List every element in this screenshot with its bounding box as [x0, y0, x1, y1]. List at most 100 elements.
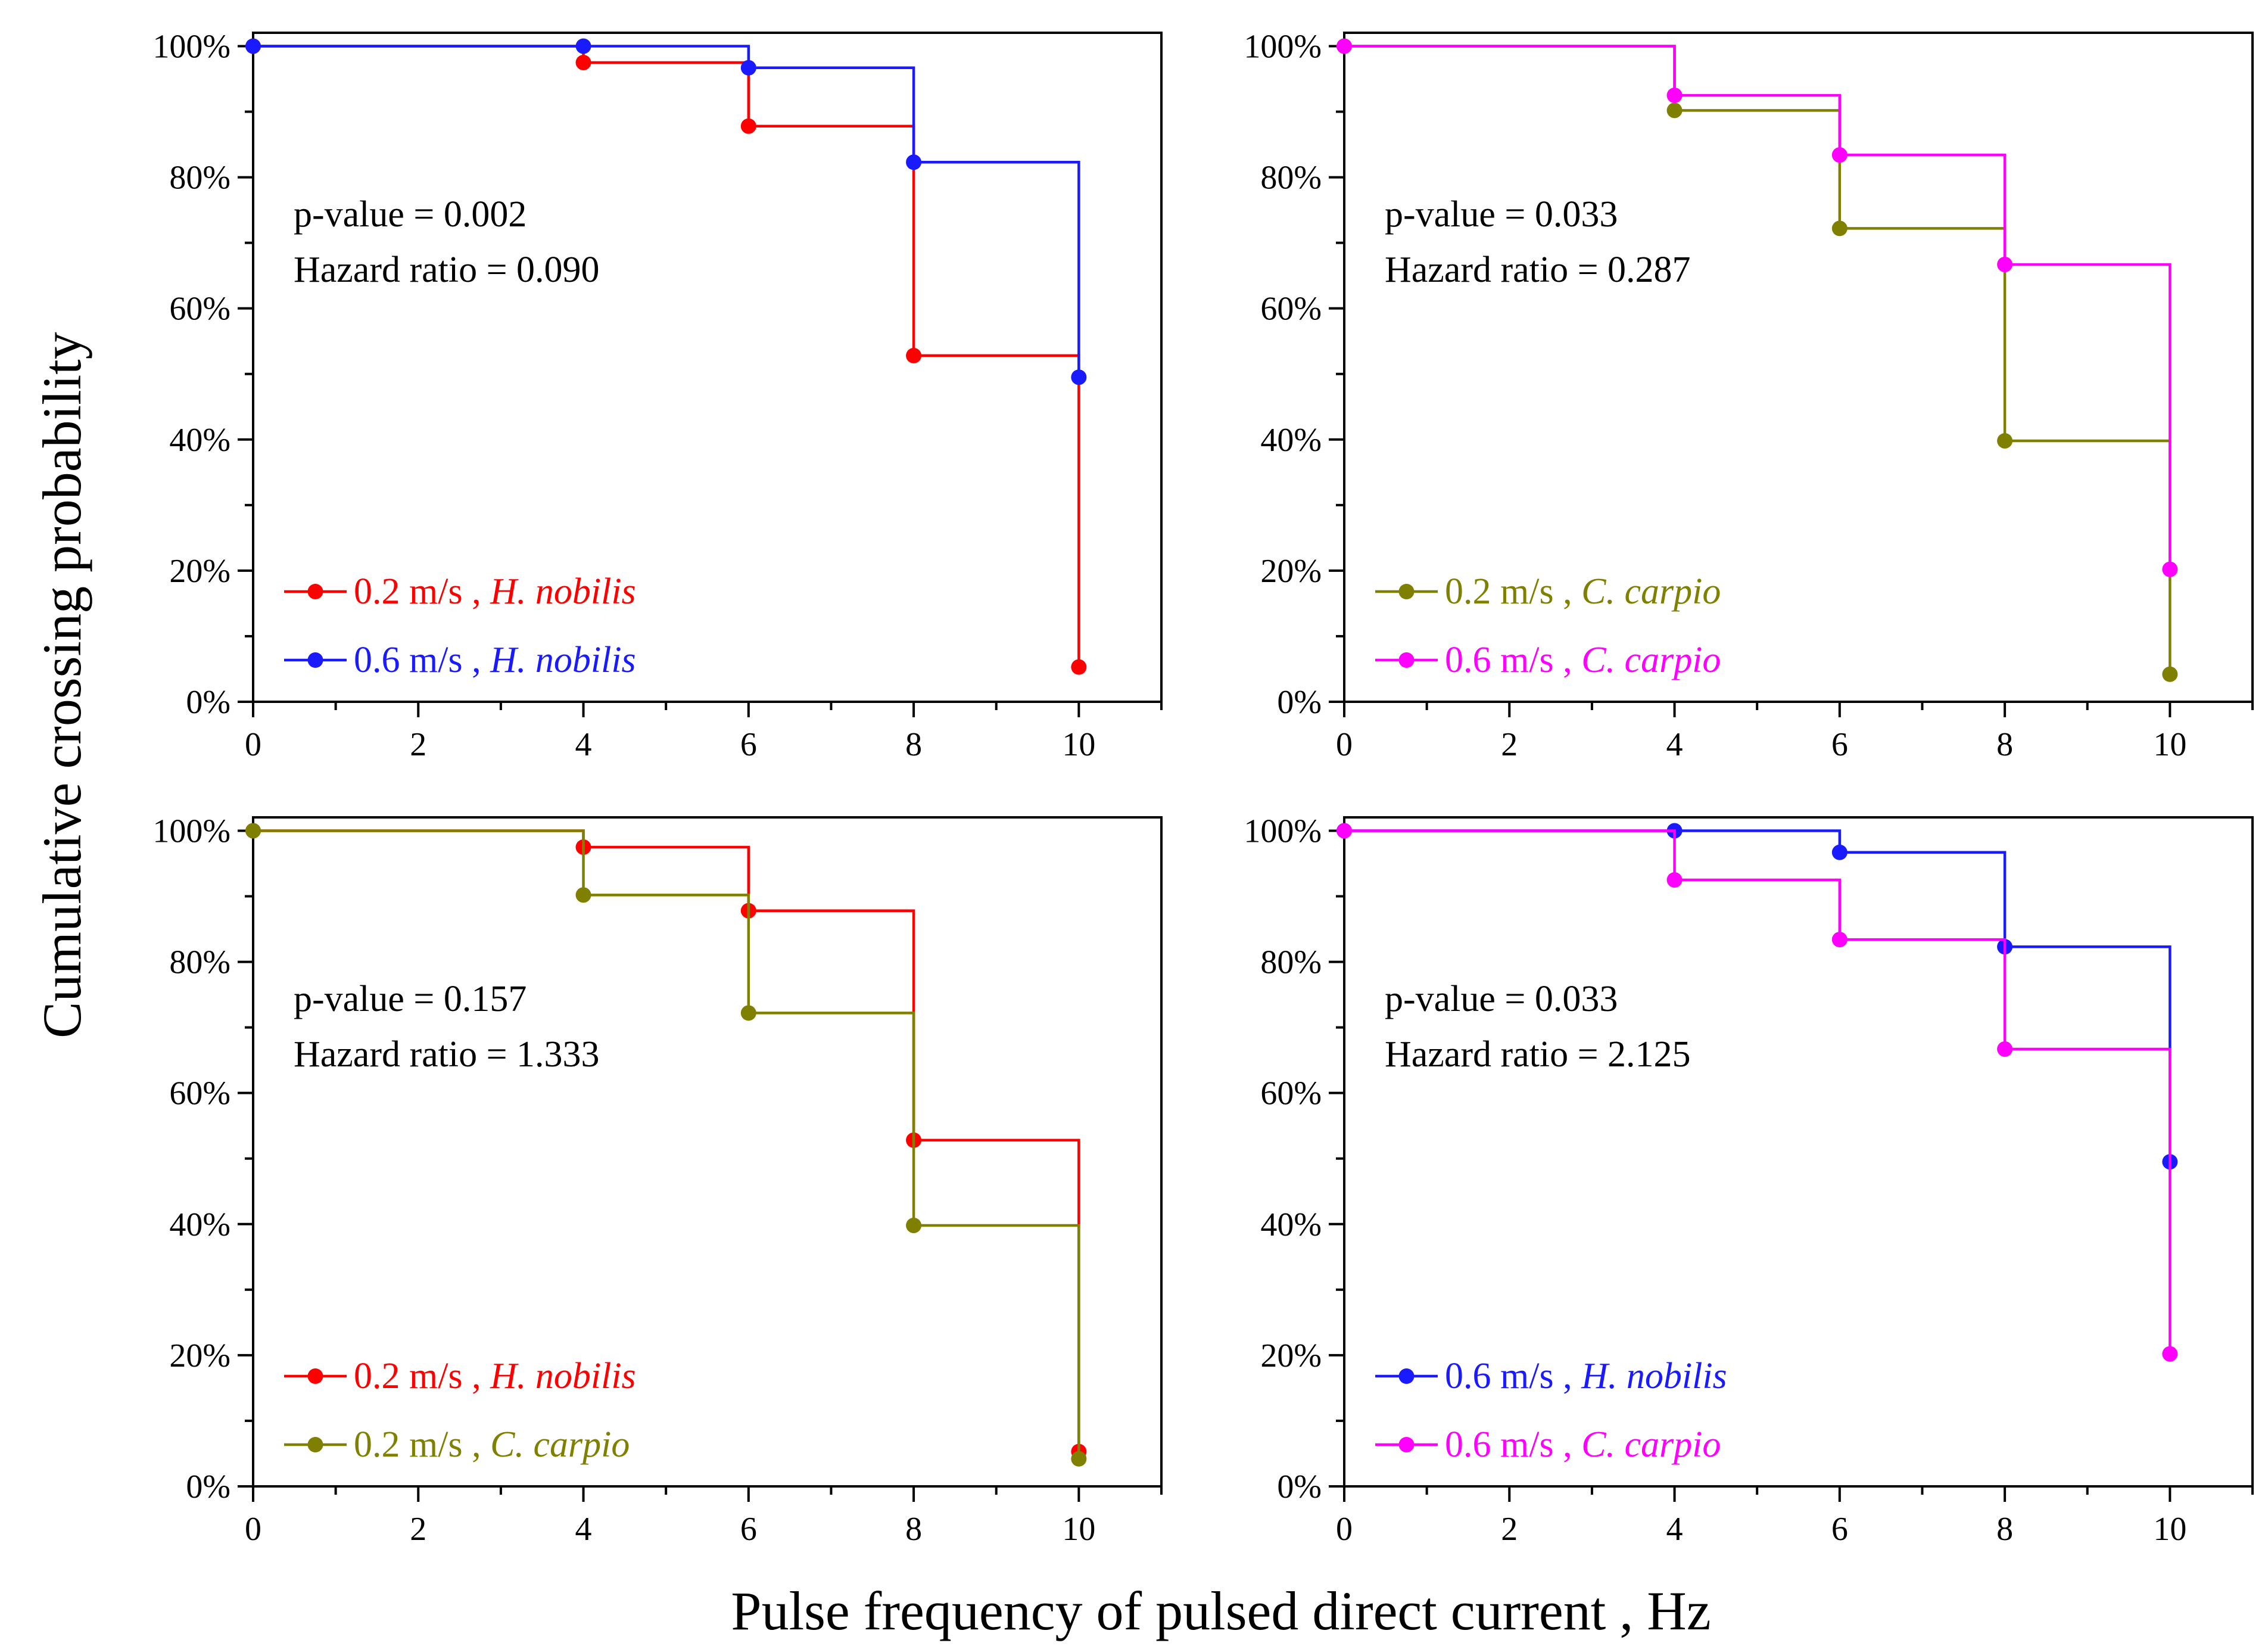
- data-point: [906, 347, 922, 363]
- series-2: [245, 38, 1087, 385]
- legend-species: H. nobilis: [1581, 1356, 1727, 1396]
- legend: 0.2 m/s , H. nobilis 0.6 m/s , H. nobilis: [284, 571, 636, 680]
- panels: 0%20%40%60%80%100%0 2 4 6 8 10p-value = 0.002…: [152, 28, 2254, 1548]
- x-tick-label: 2: [410, 1511, 426, 1548]
- y-tick-label: 60%: [1260, 291, 1322, 328]
- legend-species: C. carpio: [1581, 1424, 1721, 1465]
- legend-label: 0.2 m/s , H. nobilis: [354, 1356, 636, 1396]
- plot-frame: [1343, 816, 2254, 1488]
- data-point: [1666, 88, 1683, 104]
- legend-label: 0.6 m/s , H. nobilis: [1445, 1356, 1727, 1396]
- x-tick-label: 8: [905, 726, 922, 763]
- x-tick-label: 4: [575, 726, 592, 763]
- data-point: [1831, 147, 1848, 163]
- series-2: [1336, 823, 2178, 1362]
- data-point: [1997, 256, 2013, 272]
- legend-label: 0.2 m/s , C. carpio: [1445, 571, 1721, 612]
- series-line: [1344, 829, 2172, 1162]
- chart-panel-1: 0% 20% 40% 60% 80% 100% 0 2 4 6 8 10 p-value = 0.002…: [152, 28, 1163, 763]
- chart-panel-2: 0% 20% 40% 60% 80% 100% 0 2 4 6 8 10 p-value = 0.033…: [1244, 28, 2254, 763]
- x-tick-label: 2: [1501, 726, 1518, 763]
- x-tick-label: 10: [2153, 1511, 2186, 1548]
- legend-item: 0.6 m/s , H. nobilis: [1375, 1356, 1727, 1396]
- x-tick-label: 8: [1996, 1511, 2013, 1548]
- series-2: [245, 823, 1087, 1467]
- p-value-text: p-value = 0.002: [294, 194, 526, 235]
- y-axis-label: Cumulative crossing probability: [32, 332, 92, 1038]
- legend-label: 0.6 m/s , H. nobilis: [354, 640, 636, 680]
- x-tick-label: 10: [2153, 726, 2186, 763]
- legend-item: 0.2 m/s , C. carpio: [1375, 571, 1721, 612]
- legend-marker: [307, 584, 323, 599]
- x-axis-label: Pulse frequency of pulsed direct current…: [731, 1580, 1711, 1641]
- legend-item: 0.2 m/s , C. carpio: [284, 1424, 630, 1465]
- legend-speed: 0.6 m/s ,: [1445, 640, 1581, 680]
- legend-marker: [1398, 584, 1415, 599]
- y-tick-label: 100%: [152, 28, 230, 65]
- y-tick-label: 20%: [169, 1337, 230, 1374]
- legend-speed: 0.6 m/s ,: [1445, 1356, 1581, 1396]
- data-point: [1997, 1041, 2013, 1057]
- legend-item: 0.2 m/s , H. nobilis: [284, 571, 636, 612]
- y-tick-label: 20%: [1260, 1337, 1322, 1374]
- x-tick-label: 4: [1666, 726, 1683, 763]
- series-line: [1344, 45, 2172, 570]
- y-tick-label: 60%: [169, 1075, 230, 1112]
- series-line: [1344, 829, 2172, 1354]
- data-point: [575, 54, 591, 70]
- data-point: [906, 1217, 922, 1233]
- data-point: [2162, 1346, 2178, 1362]
- y-tick-label: 80%: [169, 160, 230, 197]
- legend-speed: 0.2 m/s ,: [1445, 571, 1581, 612]
- legend-speed: 0.2 m/s ,: [354, 571, 490, 612]
- x-tick-label: 2: [1501, 1511, 1518, 1548]
- data-point: [2162, 561, 2178, 577]
- y-tick-label: 0%: [186, 684, 230, 721]
- data-point: [1831, 932, 1848, 948]
- legend-species: H. nobilis: [490, 1356, 636, 1396]
- legend: 0.2 m/s , C. carpio 0.6 m/s , C. carpio: [1375, 571, 1721, 680]
- y-tick-label: 0%: [1277, 1468, 1322, 1505]
- p-value-text: p-value = 0.033: [1385, 979, 1618, 1019]
- data-point: [1071, 659, 1087, 675]
- hazard-ratio-text: Hazard ratio = 0.287: [1385, 250, 1691, 290]
- data-point: [740, 60, 756, 76]
- data-point: [575, 887, 591, 903]
- x-tick-label: 10: [1062, 1511, 1095, 1548]
- legend-species: C. carpio: [1581, 571, 1721, 612]
- plot-frame: [252, 32, 1163, 703]
- series-2: [1336, 38, 2178, 577]
- x-tick-label: 6: [1831, 726, 1848, 763]
- legend-item: 0.2 m/s , H. nobilis: [284, 1356, 636, 1396]
- legend-item: 0.6 m/s , C. carpio: [1375, 640, 1721, 680]
- y-tick-label: 40%: [1260, 1206, 1322, 1243]
- y-tick-label: 100%: [1244, 813, 1322, 850]
- legend-speed: 0.6 m/s ,: [354, 640, 490, 680]
- chart-panel-3: 0% 20% 40% 60% 80% 100% 0 2 4 6 8 10 p-value = 0.157…: [152, 813, 1163, 1548]
- data-point: [1666, 102, 1683, 119]
- y-tick-label: 80%: [1260, 160, 1322, 197]
- legend-marker: [1398, 1368, 1415, 1384]
- legend-item: 0.6 m/s , C. carpio: [1375, 1424, 1721, 1465]
- x-tick-label: 0: [1336, 726, 1353, 763]
- y-tick-label: 60%: [1260, 1075, 1322, 1112]
- data-point: [2162, 666, 2178, 682]
- x-tick-label: 4: [575, 1511, 592, 1548]
- y-tick-label: 0%: [1277, 684, 1322, 721]
- data-point: [245, 38, 261, 54]
- y-tick-label: 100%: [152, 813, 230, 850]
- hazard-ratio-text: Hazard ratio = 2.125: [1385, 1034, 1691, 1075]
- data-point: [1336, 823, 1352, 839]
- legend-speed: 0.6 m/s ,: [1445, 1424, 1581, 1465]
- y-tick-label: 60%: [169, 291, 230, 328]
- legend-label: 0.6 m/s , C. carpio: [1445, 640, 1721, 680]
- y-tick-label: 40%: [169, 1206, 230, 1243]
- legend-label: 0.2 m/s , C. carpio: [354, 1424, 630, 1465]
- legend-species: C. carpio: [490, 1424, 630, 1465]
- legend-marker: [1398, 1437, 1415, 1452]
- data-point: [906, 154, 922, 170]
- legend-speed: 0.2 m/s ,: [354, 1356, 490, 1396]
- plot-frame: [1343, 32, 2254, 703]
- y-tick-label: 80%: [1260, 944, 1322, 981]
